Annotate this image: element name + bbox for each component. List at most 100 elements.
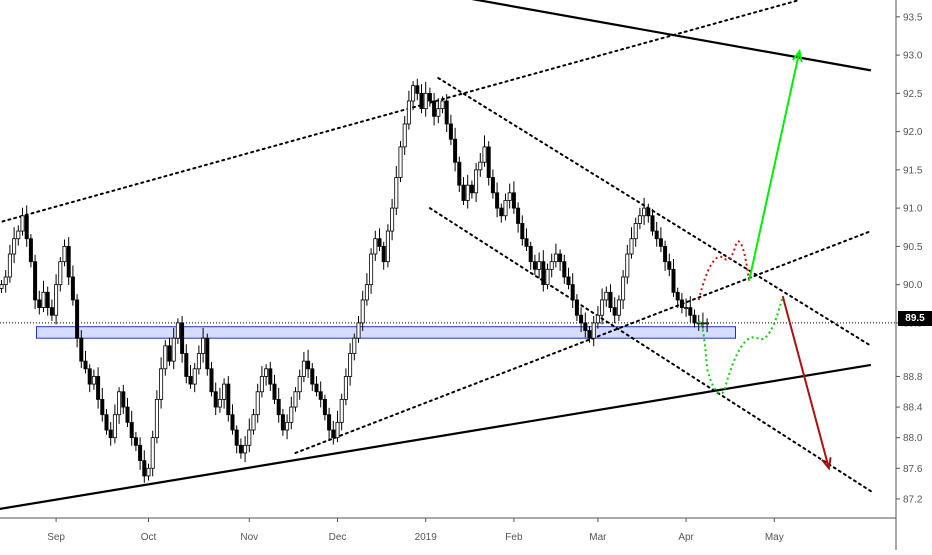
candle-up: [637, 215, 642, 224]
candle-down: [24, 215, 29, 240]
candle-up: [201, 337, 206, 354]
candle-up: [41, 291, 46, 308]
y-tick-label: 93.5: [903, 12, 923, 23]
y-tick-label: 88.8: [903, 372, 923, 383]
candle-down: [49, 307, 54, 316]
trendline-lower-channel: [294, 230, 872, 454]
candle-down: [188, 376, 193, 385]
bullish-arrow-head: [792, 48, 803, 63]
x-tick-label: Nov: [240, 532, 258, 543]
candle-up: [243, 444, 248, 454]
candle-down: [108, 429, 113, 439]
x-tick-label: Feb: [505, 532, 523, 543]
candle-down: [100, 399, 105, 416]
candle-up: [591, 322, 596, 339]
candle-down: [562, 261, 567, 278]
candle-down: [45, 291, 50, 308]
candle-down: [33, 261, 38, 301]
candle-up: [217, 399, 222, 408]
candle-down: [541, 261, 546, 286]
price-axis: 87.287.688.088.488.889.590.090.591.091.5…: [895, 0, 923, 550]
candle-up: [150, 437, 155, 469]
candle-up: [171, 337, 176, 362]
candle-up: [285, 421, 290, 431]
plot-area: [0, 0, 896, 510]
candle-up: [369, 253, 374, 286]
time-axis: Sep Oct Nov Dec 2019 Feb Mar Apr May: [0, 517, 896, 543]
candle-down: [268, 368, 273, 385]
candle-down: [209, 368, 214, 393]
candle-down: [570, 284, 575, 301]
candle-up: [423, 92, 428, 110]
candle-up: [507, 192, 512, 201]
support-zone: [36, 326, 736, 339]
candle-down: [520, 223, 525, 240]
candle-up: [390, 207, 395, 232]
candle-down: [280, 414, 285, 431]
candle-down: [75, 299, 80, 339]
candle-down: [226, 383, 231, 416]
candle-down: [318, 391, 323, 400]
y-tick-label: 92.0: [903, 127, 923, 138]
trendline-upper-channel: [0, 0, 801, 224]
candle-up: [474, 169, 479, 194]
candle-down: [646, 207, 651, 217]
candle-down: [87, 368, 92, 385]
candle-down: [457, 161, 462, 186]
candle-down: [104, 414, 109, 431]
candle-down: [579, 314, 584, 324]
candle-down: [310, 368, 315, 385]
candle-up: [20, 215, 25, 232]
candle-up: [600, 299, 605, 316]
y-tick-label: 93.0: [903, 51, 923, 62]
candle-up: [0, 284, 4, 289]
candle-up: [503, 200, 508, 217]
green-dotted-path: [697, 295, 784, 395]
candle-up: [335, 421, 340, 439]
candle-up: [482, 146, 487, 163]
candle-down: [667, 261, 672, 270]
y-tick-label: 88.0: [903, 433, 923, 444]
candle-down: [574, 299, 579, 316]
candle-down: [28, 238, 33, 263]
candle-up: [301, 360, 306, 377]
candle-up: [255, 391, 260, 416]
candle-up: [545, 268, 550, 286]
candle-up: [175, 322, 180, 339]
candle-down: [692, 314, 697, 324]
candle-up: [553, 253, 558, 263]
y-tick-label: 91.5: [903, 165, 923, 176]
candle-down: [415, 85, 420, 94]
candle-down: [566, 276, 571, 286]
candle-down: [524, 238, 529, 247]
candle-up: [3, 276, 8, 286]
candle-down: [213, 391, 218, 408]
y-tick-label: 87.2: [903, 494, 923, 505]
candle-up: [642, 207, 647, 217]
y-tick-label: 91.0: [903, 204, 923, 215]
trendline-falling-upper: [437, 77, 872, 347]
y-tick-label: 90.0: [903, 280, 923, 291]
candle-up: [385, 230, 390, 263]
candle-up: [112, 414, 117, 439]
candle-down: [419, 92, 424, 110]
candle-down: [532, 261, 537, 270]
candle-down: [167, 345, 172, 362]
candle-down: [688, 307, 693, 316]
x-tick-label: Oct: [141, 532, 157, 543]
candle-down: [453, 138, 458, 163]
candle-up: [684, 307, 689, 309]
candle-down: [511, 192, 516, 209]
candle-down: [37, 299, 42, 308]
candle-down: [558, 253, 563, 263]
candle-down: [499, 207, 504, 217]
candle-down: [70, 276, 75, 301]
x-tick-label: Mar: [589, 532, 607, 543]
candle-up: [616, 299, 621, 316]
candle-down: [461, 184, 466, 201]
candle-up: [297, 376, 302, 393]
y-tick-label: 88.4: [903, 403, 923, 414]
candle-down: [608, 291, 613, 308]
bearish-arrow-head: [821, 457, 832, 471]
trendline-upper-resistance: [471, 0, 872, 72]
